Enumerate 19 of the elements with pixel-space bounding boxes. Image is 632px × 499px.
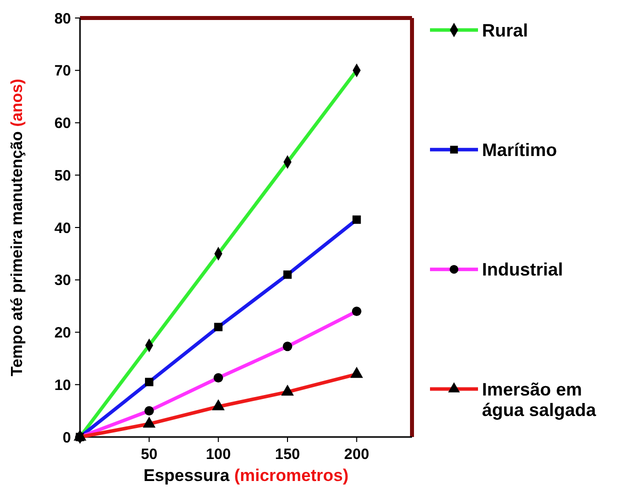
y-axis-title: Tempo até primeira manutenção (anos): [9, 78, 26, 376]
legend-label: Marítimo: [482, 140, 558, 160]
x-tick-label: 200: [344, 446, 370, 463]
y-tick-label: 80: [54, 10, 71, 28]
y-tick-label: 30: [54, 272, 71, 290]
y-tick-label: 0: [62, 429, 71, 446]
x-tick-label: 50: [140, 446, 158, 463]
y-tick-label: 70: [54, 62, 71, 80]
legend-label: Industrial: [482, 260, 564, 280]
x-axis-title: Espessura (micrometros): [143, 466, 349, 485]
y-tick-label: 60: [54, 115, 71, 132]
y-tick-label: 50: [54, 167, 71, 184]
legend-label: Rural: [482, 20, 528, 40]
legend-label: Imersão em água salgada: [482, 379, 598, 420]
x-tick-label: 100: [206, 446, 231, 463]
y-tick-label: 40: [54, 220, 71, 237]
x-tick-label: 150: [274, 446, 300, 463]
y-tick-label: 10: [54, 376, 71, 394]
y-tick-label: 20: [54, 324, 71, 342]
